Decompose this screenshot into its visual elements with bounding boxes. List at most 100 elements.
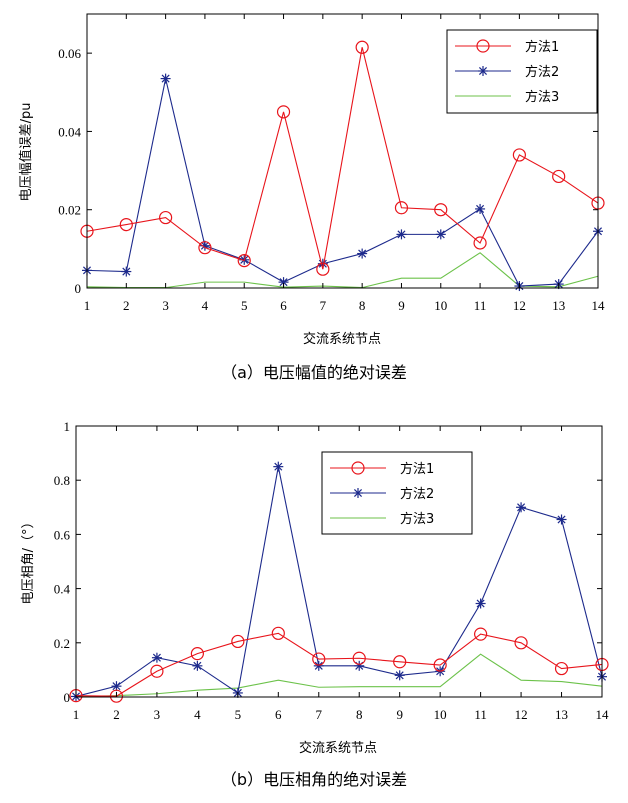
y-tick-label: 0.8 [54,473,70,488]
point-series-1 [119,217,133,232]
x-tick-label: 2 [113,707,120,722]
star-stroke [397,230,406,239]
x-tick-label: 6 [280,298,287,313]
star-stroke [274,462,283,471]
legend-a: 方法1 方法2 方法3 [446,29,598,114]
point-series-1 [276,105,291,119]
point-series-1 [433,658,447,672]
x-tick-label: 2 [123,298,130,313]
point-series-1 [190,647,204,661]
point-series-2 [516,502,527,513]
y-tick-label: 1 [64,419,71,434]
point-series-2 [273,461,284,472]
plot-frame [86,13,599,289]
point-series-1 [352,651,366,665]
x-tick-label: 4 [194,707,201,722]
caption-a: （a）电压幅值的绝对误差 [221,363,407,382]
point-series-1 [159,210,173,225]
point-series-2 [475,598,486,609]
point-series-1 [231,634,245,649]
point-series-2 [357,248,368,259]
legend-label: 方法2 [400,486,434,502]
y-axis-label-a: 电压幅值误差/pu [18,103,34,202]
point-series-1 [312,652,326,666]
legend-label: 方法1 [400,461,434,477]
point-series-2 [160,73,171,84]
legend-b: 方法1 方法2 方法3 [321,451,473,535]
star-stroke [476,599,485,608]
y-tick-label: 0.02 [58,203,81,218]
x-tick-label: 1 [84,298,91,313]
series-line-3 [86,252,599,289]
star-stroke [557,515,566,524]
point-series-2 [556,514,567,525]
star-stroke [200,241,209,250]
point-series-1 [512,148,526,162]
legend-marker [353,488,363,498]
series-line-1 [86,47,599,270]
star-stroke [517,503,526,512]
legend-label: 方法2 [525,64,559,80]
star-stroke [112,682,121,691]
star-stroke [161,74,170,83]
legend-label: 方法3 [400,511,434,527]
x-tick-label: 12 [513,298,526,313]
point-series-2 [313,660,324,671]
legend-label: 方法3 [525,89,559,105]
x-tick-label: 14 [592,298,606,313]
point-series-2 [354,660,365,671]
star-stroke [193,661,202,670]
point-series-1 [109,689,124,703]
series-line-1 [75,632,603,697]
point-series-2 [151,652,162,663]
x-tick-label: 10 [434,298,447,313]
x-tick-label: 9 [398,298,405,313]
x-axis-label-a: 交流系统节点 [303,331,381,347]
legend-marker [478,66,488,76]
x-tick-label: 6 [275,707,282,722]
x-axis-label-b: 交流系统节点 [299,740,377,756]
x-tick-label: 14 [596,707,610,722]
x-tick-label: 11 [474,298,487,313]
x-tick-label: 4 [202,298,209,313]
legend-label: 方法1 [525,39,559,55]
x-tick-label: 10 [434,707,447,722]
star-stroke [353,488,363,498]
point-series-1 [150,664,164,678]
point-series-2 [192,660,203,671]
point-series-1 [474,627,488,641]
star-stroke [478,66,488,76]
point-series-1 [394,201,409,215]
caption-b: （b）电压相角的绝对误差 [221,770,407,789]
point-series-1 [552,169,566,184]
point-series-1 [316,262,330,276]
point-series-1 [473,236,487,250]
point-series-2 [475,203,486,214]
series-line-3 [75,653,603,698]
series-line-2 [75,466,603,697]
x-tick-label: 8 [356,707,363,722]
point-series-2 [435,229,446,240]
point-series-2 [111,681,122,692]
y-tick-label: 0.2 [54,636,70,651]
y-tick-label: 0 [64,690,71,705]
point-series-1 [434,203,448,217]
y-tick-label: 0.4 [54,582,71,597]
point-series-2 [396,229,407,240]
x-tick-label: 1 [73,707,80,722]
x-tick-label: 9 [396,707,403,722]
x-tick-label: 5 [235,707,242,722]
point-series-2 [394,670,405,681]
x-tick-label: 3 [154,707,161,722]
point-series-1 [514,636,528,650]
x-tick-label: 5 [241,298,248,313]
star-stroke [436,230,445,239]
x-tick-label: 7 [316,707,323,722]
star-stroke [358,249,367,258]
y-tick-label: 0.04 [58,124,81,139]
